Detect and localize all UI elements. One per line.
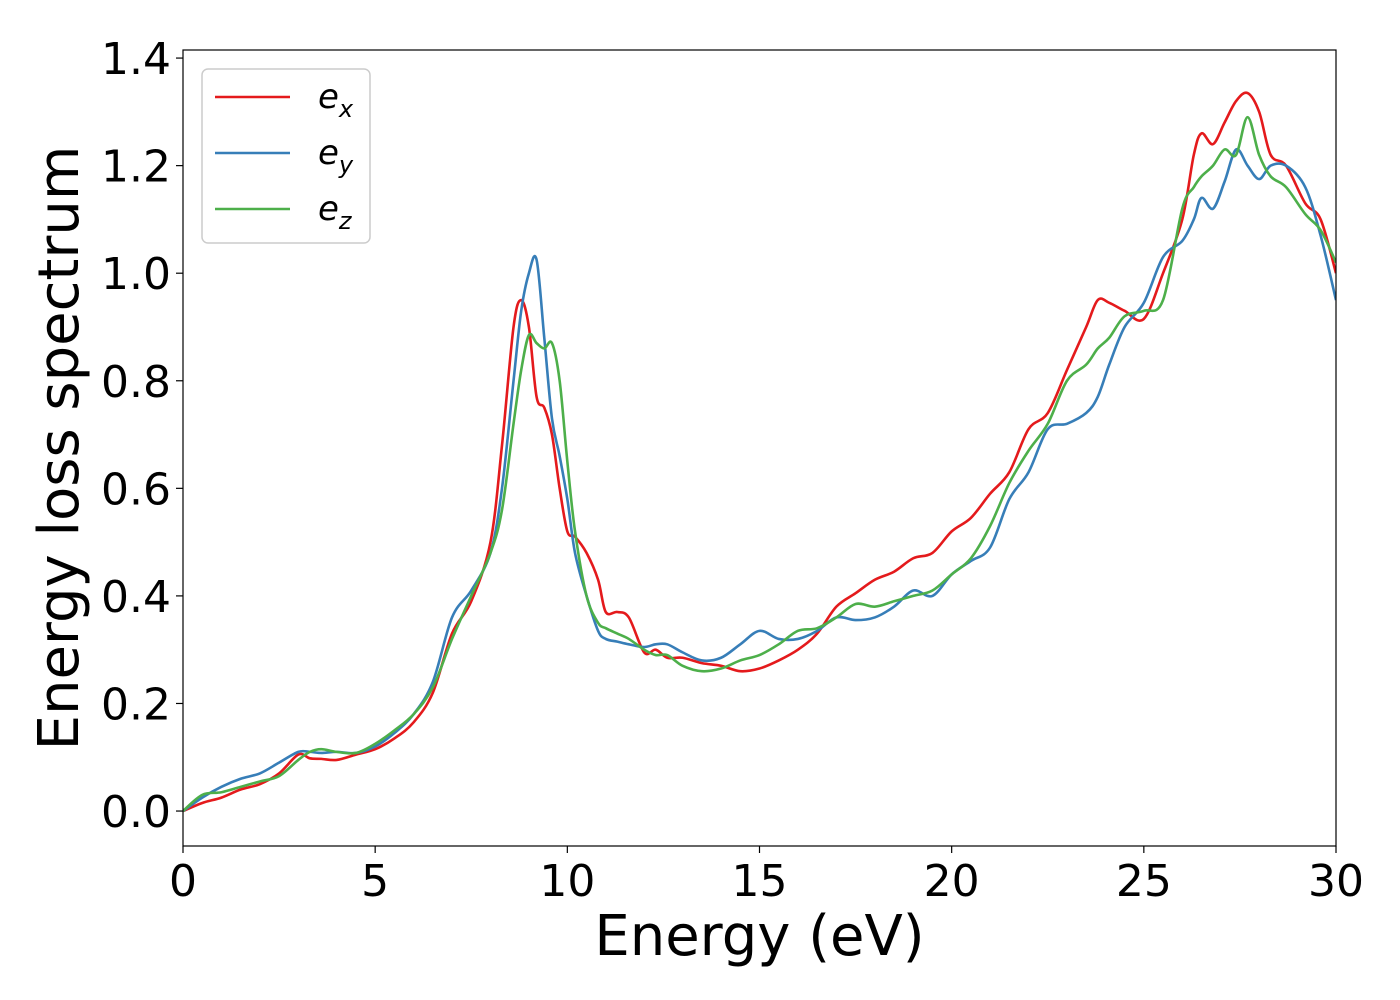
- x-axis-label: Energy (eV): [594, 904, 924, 969]
- legend-label-z: ez: [318, 189, 353, 235]
- x-axis: 0 5 10 15 20 25 30: [169, 846, 1364, 907]
- series-line-y: [183, 147, 1336, 813]
- y-tick-label: 0.6: [101, 464, 171, 515]
- y-tick-label: 1.4: [101, 34, 171, 85]
- legend-box: [201, 68, 371, 244]
- x-tick-label: 20: [924, 856, 980, 907]
- x-tick-label: 10: [539, 856, 595, 907]
- series-line-z: [183, 115, 1336, 813]
- y-axis-label: Energy loss spectrum: [27, 146, 92, 751]
- y-tick-label: 1.0: [101, 249, 171, 300]
- x-tick-label: 25: [1116, 856, 1172, 907]
- y-tick-label: 0.8: [101, 357, 171, 408]
- y-tick-label: 0.4: [101, 572, 171, 623]
- y-tick-label: 0.0: [101, 787, 171, 838]
- legend: ex ey ez: [201, 68, 371, 244]
- y-tick-label: 1.2: [101, 142, 171, 193]
- x-tick-label: 30: [1308, 856, 1364, 907]
- y-axis: 0.0 0.2 0.4 0.6 0.8 1.0 1.2 1.4: [101, 34, 183, 838]
- x-tick-label: 0: [169, 856, 197, 907]
- legend-label-y: ey: [318, 133, 354, 179]
- legend-label-x: ex: [318, 77, 354, 123]
- series-lines: [183, 91, 1336, 813]
- y-tick-label: 0.2: [101, 679, 171, 730]
- x-tick-label: 5: [361, 856, 389, 907]
- x-tick-label: 15: [732, 856, 788, 907]
